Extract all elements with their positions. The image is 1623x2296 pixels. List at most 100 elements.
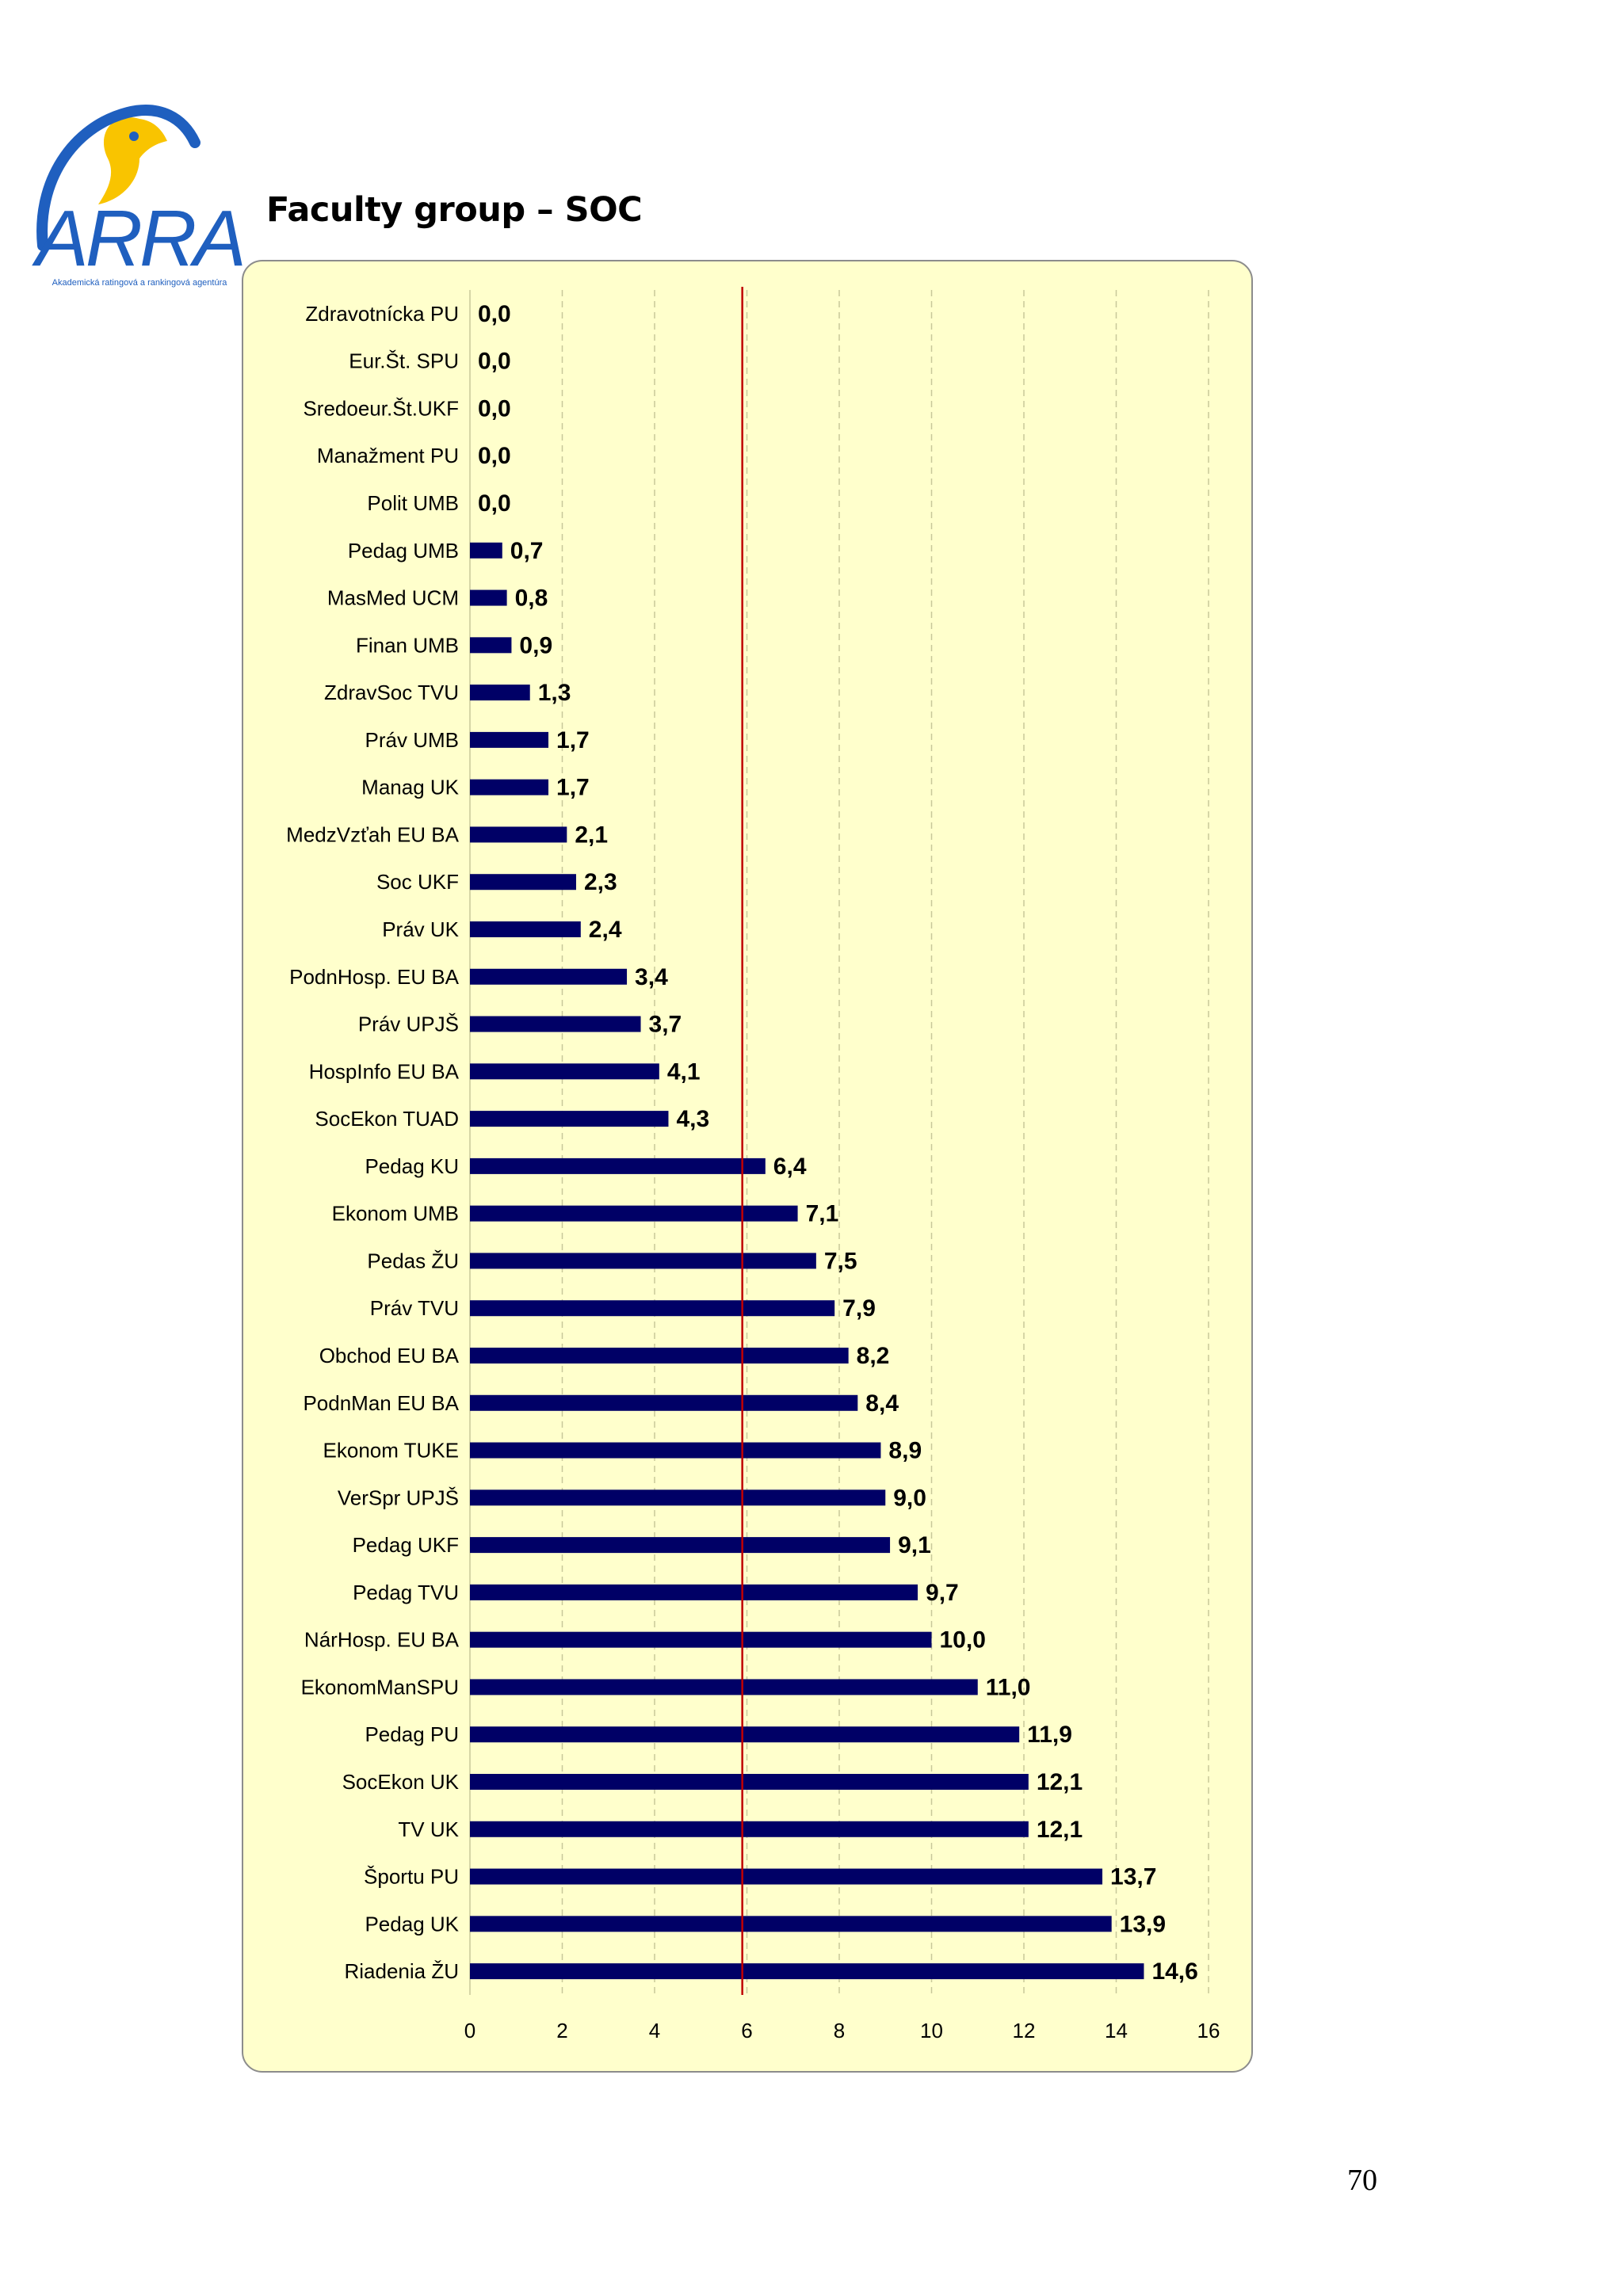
category-label-29: EkonomManSPU — [301, 1675, 459, 1699]
category-label-1: Eur.Št. SPU — [349, 349, 459, 373]
bar-33 — [470, 1868, 1103, 1885]
bar-31 — [470, 1774, 1029, 1790]
value-label-28: 10,0 — [940, 1627, 986, 1653]
value-label-32: 12,1 — [1037, 1817, 1083, 1843]
value-label-10: 1,7 — [556, 775, 590, 801]
value-label-8: 1,3 — [538, 680, 571, 706]
category-label-10: Manag UK — [361, 776, 459, 799]
bar-6 — [470, 589, 507, 606]
value-label-18: 6,4 — [773, 1154, 807, 1180]
bar-24 — [470, 1442, 881, 1459]
value-label-20: 7,5 — [824, 1248, 857, 1274]
value-label-26: 9,1 — [898, 1532, 931, 1558]
bar-35 — [470, 1963, 1144, 1980]
category-label-25: VerSpr UPJŠ — [338, 1486, 459, 1509]
category-label-16: HospInfo EU BA — [309, 1059, 460, 1083]
x-tick-label-8: 16 — [1197, 2019, 1220, 2042]
x-tick-label-0: 0 — [464, 2019, 475, 2042]
bar-22 — [470, 1348, 849, 1363]
category-label-0: Zdravotnícka PU — [305, 302, 459, 326]
value-label-30: 11,9 — [1027, 1722, 1072, 1748]
value-label-21: 7,9 — [842, 1295, 876, 1322]
value-label-3: 0,0 — [478, 443, 511, 469]
category-label-32: TV UK — [398, 1817, 459, 1841]
x-tick-label-5: 10 — [920, 2019, 943, 2042]
category-label-34: Pedag UK — [365, 1912, 459, 1936]
bar-17 — [470, 1111, 669, 1127]
section-heading: Faculty group – SOC — [266, 190, 643, 230]
category-label-24: Ekonom TUKE — [323, 1439, 459, 1463]
x-tick-label-6: 12 — [1013, 2019, 1036, 2042]
category-label-22: Obchod EU BA — [319, 1344, 460, 1367]
value-label-5: 0,7 — [510, 538, 544, 564]
bar-9 — [470, 731, 549, 748]
category-label-14: PodnHosp. EU BA — [289, 965, 460, 989]
category-label-28: NárHosp. EU BA — [304, 1628, 460, 1652]
value-label-9: 1,7 — [556, 727, 590, 753]
category-label-30: Pedag PU — [365, 1722, 459, 1746]
category-label-8: ZdravSoc TVU — [324, 681, 459, 704]
category-label-5: Pedag UMB — [348, 539, 459, 563]
bar-11 — [470, 826, 567, 843]
category-label-19: Ekonom UMB — [332, 1202, 459, 1226]
bar-21 — [470, 1300, 835, 1317]
value-label-34: 13,9 — [1120, 1911, 1166, 1937]
logo-bird-shape — [98, 117, 167, 204]
category-label-17: SocEkon TUAD — [315, 1107, 459, 1131]
bar-25 — [470, 1489, 886, 1506]
bar-20 — [470, 1253, 816, 1269]
bar-8 — [470, 685, 530, 701]
value-label-24: 8,9 — [888, 1438, 922, 1464]
category-label-27: Pedag TVU — [353, 1581, 459, 1604]
bar-12 — [470, 874, 576, 891]
value-label-0: 0,0 — [478, 301, 511, 327]
value-label-13: 2,4 — [589, 917, 622, 943]
value-label-4: 0,0 — [478, 490, 511, 517]
value-label-15: 3,7 — [649, 1012, 682, 1038]
category-label-2: Sredoeur.Št.UKF — [303, 396, 459, 420]
bar-14 — [470, 968, 628, 985]
bar-19 — [470, 1205, 798, 1222]
category-label-26: Pedag UKF — [353, 1533, 459, 1557]
arra-logo: ARRA Akademická ratingová a rankingová a… — [29, 95, 242, 293]
category-label-7: Finan UMB — [356, 633, 459, 657]
category-label-15: Práv UPJŠ — [358, 1013, 459, 1036]
category-label-6: MasMed UCM — [327, 586, 459, 610]
x-tick-label-3: 6 — [741, 2019, 752, 2042]
bar-29 — [470, 1679, 978, 1695]
value-label-14: 3,4 — [635, 964, 668, 990]
category-label-18: Pedag KU — [365, 1154, 459, 1178]
value-label-31: 12,1 — [1037, 1769, 1083, 1795]
arra-logo-graphic: ARRA Akademická ratingová a rankingová a… — [32, 105, 242, 288]
x-tick-label-1: 2 — [556, 2019, 567, 2042]
x-tick-label-2: 4 — [649, 2019, 660, 2042]
value-label-23: 8,4 — [865, 1390, 899, 1417]
value-label-35: 14,6 — [1151, 1958, 1197, 1985]
logo-tagline: Akademická ratingová a rankingová agentú… — [52, 278, 228, 288]
bar-13 — [470, 921, 581, 937]
value-label-1: 0,0 — [478, 349, 511, 375]
category-label-4: Polit UMB — [367, 491, 459, 515]
category-label-20: Pedas ŽU — [367, 1249, 459, 1272]
bar-34 — [470, 1916, 1112, 1932]
value-label-33: 13,7 — [1110, 1864, 1156, 1890]
bar-10 — [470, 779, 549, 795]
category-label-23: PodnMan EU BA — [303, 1391, 459, 1415]
logo-arc-shape — [36, 105, 200, 251]
bar-7 — [470, 637, 512, 654]
value-label-12: 2,3 — [584, 869, 617, 895]
value-label-25: 9,0 — [893, 1485, 926, 1511]
bar-32 — [470, 1821, 1029, 1837]
value-label-27: 9,7 — [926, 1580, 959, 1606]
value-label-7: 0,9 — [519, 632, 552, 658]
bar-30 — [470, 1726, 1020, 1743]
value-label-11: 2,1 — [575, 822, 608, 848]
category-label-35: Riadenia ŽU — [344, 1959, 459, 1983]
logo-wordmark: ARRA — [32, 194, 242, 283]
category-label-31: SocEkon UK — [342, 1770, 460, 1794]
value-label-17: 4,3 — [676, 1106, 709, 1132]
value-label-16: 4,1 — [667, 1058, 701, 1085]
category-label-9: Práv UMB — [365, 728, 459, 752]
category-label-13: Práv UK — [382, 917, 459, 941]
bar-28 — [470, 1631, 932, 1648]
